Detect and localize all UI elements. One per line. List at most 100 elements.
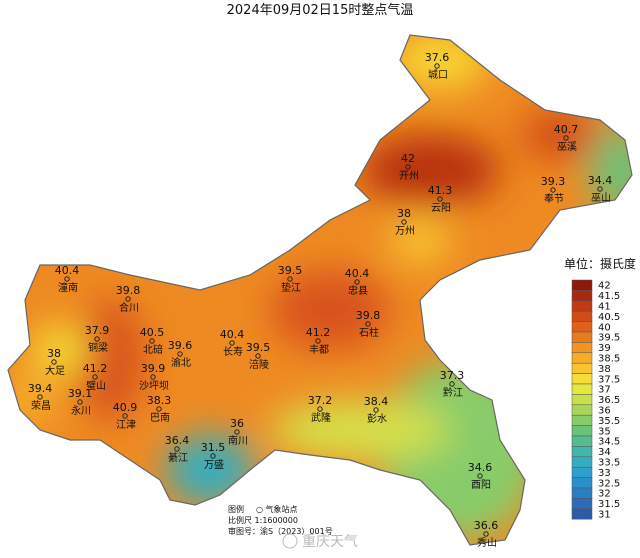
legend-swatch: [571, 414, 593, 426]
station-name: 巴南: [150, 411, 170, 424]
station-dot: [365, 321, 371, 327]
legend-label: 39.5: [598, 333, 620, 344]
station-temp: 39.3: [541, 175, 566, 188]
station-temp: 37.6: [425, 51, 450, 64]
station-temp: 40.4: [345, 267, 370, 280]
legend-swatch: [571, 425, 593, 437]
legend-label: 41.5: [598, 291, 620, 302]
station-dot: [229, 340, 235, 346]
station-name: 丰都: [309, 343, 329, 356]
legend-label: 35: [598, 426, 611, 437]
station-temp: 34.6: [468, 461, 493, 474]
station-name: 合川: [119, 301, 139, 314]
station-dot: [437, 196, 443, 202]
legend-label: 38.5: [598, 354, 620, 365]
legend-label: 40.5: [598, 312, 620, 323]
footer-legend-label: 图例: [228, 504, 244, 514]
legend-swatch: [571, 435, 593, 447]
station-name: 开州: [399, 170, 419, 182]
legend-label: 31: [598, 510, 611, 521]
station-temp: 36.6: [474, 519, 499, 532]
legend-swatch: [571, 456, 593, 468]
station-temp: 40.7: [554, 123, 579, 136]
station-temp: 41.2: [306, 326, 331, 339]
legend-label: 32: [598, 489, 611, 500]
watermark-icon: [282, 533, 298, 549]
map-title: 2024年09月02日15时整点气温: [227, 2, 414, 18]
legend-label: 34: [598, 447, 611, 458]
station-name: 石柱: [359, 326, 379, 339]
station-temp: 39.6: [168, 339, 193, 352]
legend-swatch: [571, 290, 593, 302]
watermark: 重庆天气: [302, 534, 358, 550]
station-dot: [94, 336, 100, 342]
legend-swatch: [571, 394, 593, 406]
station-dot: [449, 381, 455, 387]
legend-label: 37.5: [598, 374, 620, 385]
station-name: 万州: [395, 225, 415, 237]
station-dot: [255, 353, 261, 359]
station-dot: [177, 351, 183, 357]
station-dot: [51, 359, 57, 365]
station-temp: 39.8: [116, 284, 141, 297]
station-name: 万盛: [204, 458, 224, 471]
station-temp: 42: [401, 152, 415, 165]
station-name: 垫江: [281, 281, 301, 294]
station-dot: [156, 406, 162, 412]
legend-swatch: [571, 477, 593, 489]
legend-swatch: [571, 373, 593, 385]
legend-label: 42: [598, 281, 611, 292]
station-temp: 40.5: [140, 326, 165, 339]
legend-label: 38: [598, 364, 611, 375]
station-temp: 40.9: [113, 401, 138, 414]
station-dot: [210, 453, 216, 459]
legend-swatch: [571, 446, 593, 458]
legend-label: 37: [598, 385, 611, 396]
station-dot: [77, 399, 83, 405]
station-name: 江津: [116, 419, 136, 431]
legend-label: 41: [598, 302, 611, 313]
legend-label: 36: [598, 406, 611, 417]
station-name: 綦江: [168, 451, 188, 464]
footer-approval: 审图号：渝S（2023）001号: [228, 526, 333, 536]
station-temp: 40.4: [55, 264, 80, 277]
legend-swatch: [571, 466, 593, 478]
station-temp: 39.5: [278, 264, 303, 277]
station-name: 永川: [71, 404, 91, 417]
station-dot: [122, 413, 128, 419]
station-name: 忠县: [348, 285, 368, 297]
legend-label: 32.5: [598, 478, 620, 489]
legend-swatch: [571, 383, 593, 395]
station-dot: [373, 407, 379, 413]
station-temp: 36.4: [165, 434, 190, 447]
station-temp: 34.4: [588, 174, 613, 187]
legend-swatch: [571, 404, 593, 416]
station-dot: [354, 279, 360, 285]
station-name: 城口: [428, 69, 448, 81]
station-dot: [125, 296, 131, 302]
station-name: 南川: [228, 434, 248, 447]
legend-label: 39: [598, 343, 611, 354]
legend-label: 33: [598, 468, 611, 479]
station-temp: 38: [47, 347, 61, 360]
station-dot: [174, 446, 180, 452]
station-temp: 39.9: [141, 362, 166, 375]
station-dot: [64, 276, 70, 282]
station-temp: 38.3: [147, 394, 172, 407]
footer-scale: 比例尺 1:1600000: [228, 515, 298, 525]
station-name: 奉节: [544, 192, 564, 205]
station-dot: [150, 374, 156, 380]
legend-swatch: [571, 487, 593, 499]
legend-swatch: [571, 321, 593, 333]
legend-swatch: [571, 310, 593, 322]
legend-title: 单位：摄氏度: [564, 256, 636, 271]
station-temp: 39.4: [28, 382, 53, 395]
legend-swatch: [571, 352, 593, 364]
station-dot: [287, 276, 293, 282]
station-dot: [434, 63, 440, 69]
station-dot: [597, 186, 603, 192]
station-temp: 31.5: [201, 441, 226, 454]
legend-swatch: [571, 279, 593, 291]
